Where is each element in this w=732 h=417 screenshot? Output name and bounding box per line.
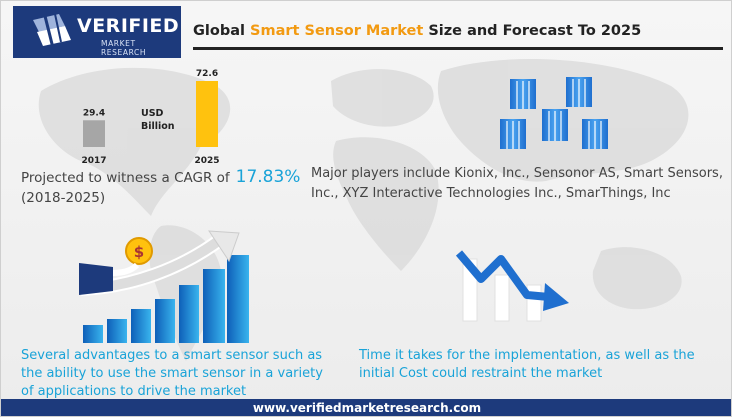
logo-subtitle: MARKET RESEARCH — [101, 39, 147, 57]
title-area: Global Smart Sensor Market Size and Fore… — [193, 23, 723, 50]
downward-trend-arrow-icon — [455, 250, 569, 322]
title-highlight: Smart Sensor Market — [250, 23, 424, 39]
cagr-text: Projected to witness a CAGR of — [21, 170, 230, 186]
major-players-text: Major players include Kionix, Inc., Sens… — [311, 166, 723, 201]
logo-wordmark: VERIFIED — [77, 15, 180, 37]
value-label-2025: 72.6 — [196, 69, 218, 79]
page-title: Global Smart Sensor Market Size and Fore… — [193, 23, 723, 39]
title-prefix: Global — [193, 23, 251, 39]
category-label-2025: 2025 — [194, 156, 219, 166]
svg-text:$: $ — [134, 243, 144, 261]
dollar-growth-arrow-icon: $ — [79, 230, 249, 343]
market-restraint-text: Time it takes for the implementation, as… — [359, 348, 695, 381]
cagr-statement: Projected to witness a CAGR of 17.83% — [21, 167, 300, 187]
unit-label-line-2: Billion — [141, 121, 175, 132]
office-buildings-icon — [500, 77, 608, 149]
website-link[interactable]: www.verifiedmarketresearch.com — [252, 401, 482, 415]
footer-bar: www.verifiedmarketresearch.com — [1, 399, 731, 416]
value-label-2017: 29.4 — [83, 108, 105, 118]
cagr-period: (2018-2025) — [21, 190, 106, 206]
bar-2017 — [83, 120, 105, 147]
logo-emblem-icon — [33, 13, 71, 49]
market-driver-text: Several advantages to a smart sensor suc… — [21, 348, 323, 399]
bar-2025 — [196, 81, 218, 147]
category-label-2017: 2017 — [81, 156, 106, 166]
title-suffix: Size and Forecast To 2025 — [423, 23, 642, 39]
title-underline — [193, 47, 723, 50]
unit-label-line-1: USD — [141, 108, 164, 119]
cagr-value: 17.83% — [235, 167, 301, 187]
brand-logo: VERIFIED MARKET RESEARCH — [13, 6, 181, 58]
market-size-bar-chart: 29.4 2017 72.6 2025 USD Billion — [81, 69, 219, 166]
